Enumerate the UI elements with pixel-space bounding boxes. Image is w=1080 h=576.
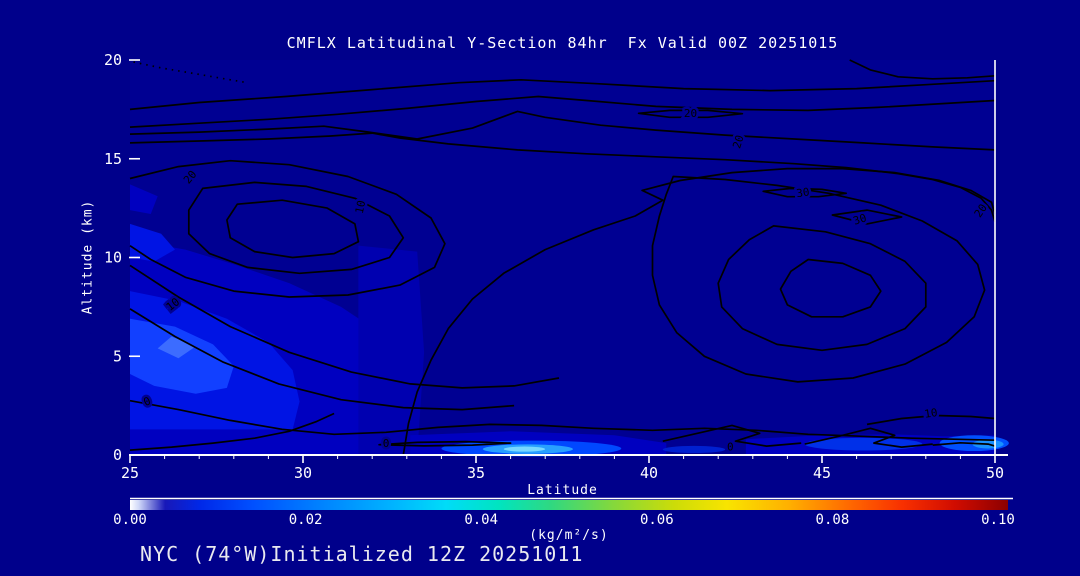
contour-line: [402, 167, 996, 456]
contour-line: [187, 181, 405, 275]
contour-label: 30: [795, 185, 810, 200]
init-info-text: NYC (74°W)Initialized 12Z 20251011: [140, 542, 584, 566]
contour-line: [762, 187, 848, 198]
contour-label: 20: [684, 107, 697, 120]
fill-patch: [358, 245, 425, 455]
contour-lines: [129, 59, 996, 456]
contour-line: [129, 159, 446, 298]
fill-patch: [130, 223, 175, 262]
contour-line: [129, 78, 996, 111]
contour-line: [129, 412, 335, 451]
contour-line: [779, 258, 882, 318]
contour-line: [717, 225, 927, 352]
x-tick-label: 40: [640, 464, 658, 482]
colorbar-tick-label: 0.08: [816, 512, 850, 528]
colorbar-tick-label: 0.02: [289, 512, 323, 528]
contour-line: [129, 110, 996, 151]
x-tick-label: 30: [294, 464, 312, 482]
chart-title: CMFLX Latitudinal Y-Section 84hr Fx Vali…: [286, 34, 839, 52]
fill-patch: [130, 318, 234, 394]
contour-line: [129, 264, 560, 389]
contour-label: 10: [353, 199, 368, 215]
colorbar-labels: 0.00 0.02 0.04 0.06 0.08 0.10: [113, 512, 1015, 528]
contour-line: [129, 399, 996, 442]
colorbar-tick-label: 0.06: [640, 512, 674, 528]
contour-label: 0: [727, 440, 734, 453]
colorbar: [130, 500, 1008, 510]
colorbar-tick-label: 0.04: [464, 512, 498, 528]
contour-line: [932, 441, 996, 447]
contour-line: [637, 109, 744, 119]
y-tick-label: 0: [113, 446, 122, 464]
contour-label: 10: [923, 406, 938, 421]
contour-line: [831, 209, 903, 225]
x-tick-label: 50: [986, 464, 1004, 482]
y-tick-label: 20: [104, 51, 122, 69]
fill-patch: [130, 184, 158, 215]
x-axis-ticks: 25 30 35 40 45 50: [121, 455, 1004, 482]
y-tick-label: 5: [113, 347, 122, 365]
x-tick-label: 25: [121, 464, 139, 482]
x-tick-label: 35: [467, 464, 485, 482]
contour-line: [133, 61, 248, 84]
fill-patch: [503, 446, 546, 452]
colorbar-unit-label: (kg/m²/s): [529, 528, 609, 543]
y-tick-label: 15: [104, 150, 122, 168]
contour-line: [129, 308, 515, 411]
contour-label: 0: [383, 437, 390, 450]
contour-line: [226, 199, 360, 259]
contour-line: [129, 95, 996, 128]
contour-line: [804, 427, 933, 448]
colorbar-tick-label: 0.10: [981, 512, 1015, 528]
y-axis-ticks: 0 5 10 15 20: [104, 51, 140, 464]
fill-patch: [804, 437, 923, 451]
x-axis-label: Latitude: [527, 483, 598, 498]
fill-patch: [662, 445, 726, 454]
y-tick-label: 10: [104, 249, 122, 267]
contour-line: [378, 440, 512, 447]
x-tick-label: 45: [813, 464, 831, 482]
contour-line: [849, 59, 996, 80]
contour-line: [651, 175, 986, 383]
colorbar-tick-label: 0.00: [113, 512, 147, 528]
contour-line: [662, 424, 802, 447]
fill-patch: [157, 336, 196, 359]
contour-line: [866, 414, 996, 426]
